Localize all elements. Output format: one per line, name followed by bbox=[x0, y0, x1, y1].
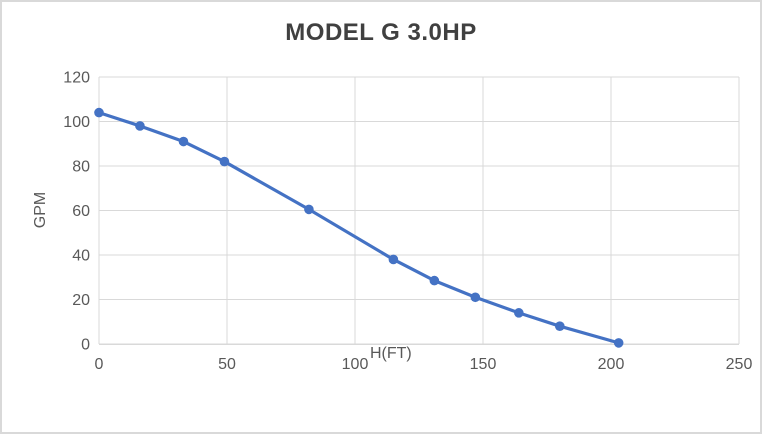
x-tick-label: 0 bbox=[95, 356, 104, 373]
data-point-marker bbox=[94, 107, 104, 118]
data-point-marker bbox=[470, 292, 481, 303]
data-point-marker bbox=[388, 254, 399, 265]
data-point-marker bbox=[304, 204, 314, 215]
x-tick-label: 150 bbox=[470, 356, 497, 373]
data-point-marker bbox=[613, 338, 624, 348]
y-tick-label: 60 bbox=[72, 203, 90, 220]
y-tick-label: 40 bbox=[72, 248, 90, 265]
data-point-marker bbox=[514, 308, 524, 318]
series-line bbox=[97, 110, 621, 345]
data-point-marker bbox=[135, 121, 145, 131]
data-point-marker bbox=[178, 136, 189, 147]
y-tick-label: 100 bbox=[63, 114, 90, 131]
data-point-marker bbox=[555, 321, 565, 332]
chart-title: MODEL G 3.0HP bbox=[285, 19, 477, 46]
x-tick-label: 200 bbox=[598, 356, 625, 373]
x-tick-label: 250 bbox=[726, 356, 753, 373]
y-tick-label: 0 bbox=[81, 337, 90, 354]
data-point-marker bbox=[429, 275, 440, 286]
y-tick-label: 20 bbox=[72, 292, 90, 309]
x-tick-label: 100 bbox=[342, 356, 369, 373]
x-axis-title: H(FT) bbox=[370, 345, 412, 362]
data-point-marker bbox=[219, 156, 230, 167]
y-tick-label: 120 bbox=[63, 70, 90, 87]
y-tick-label: 80 bbox=[72, 159, 90, 176]
x-tick-label: 50 bbox=[218, 356, 236, 373]
